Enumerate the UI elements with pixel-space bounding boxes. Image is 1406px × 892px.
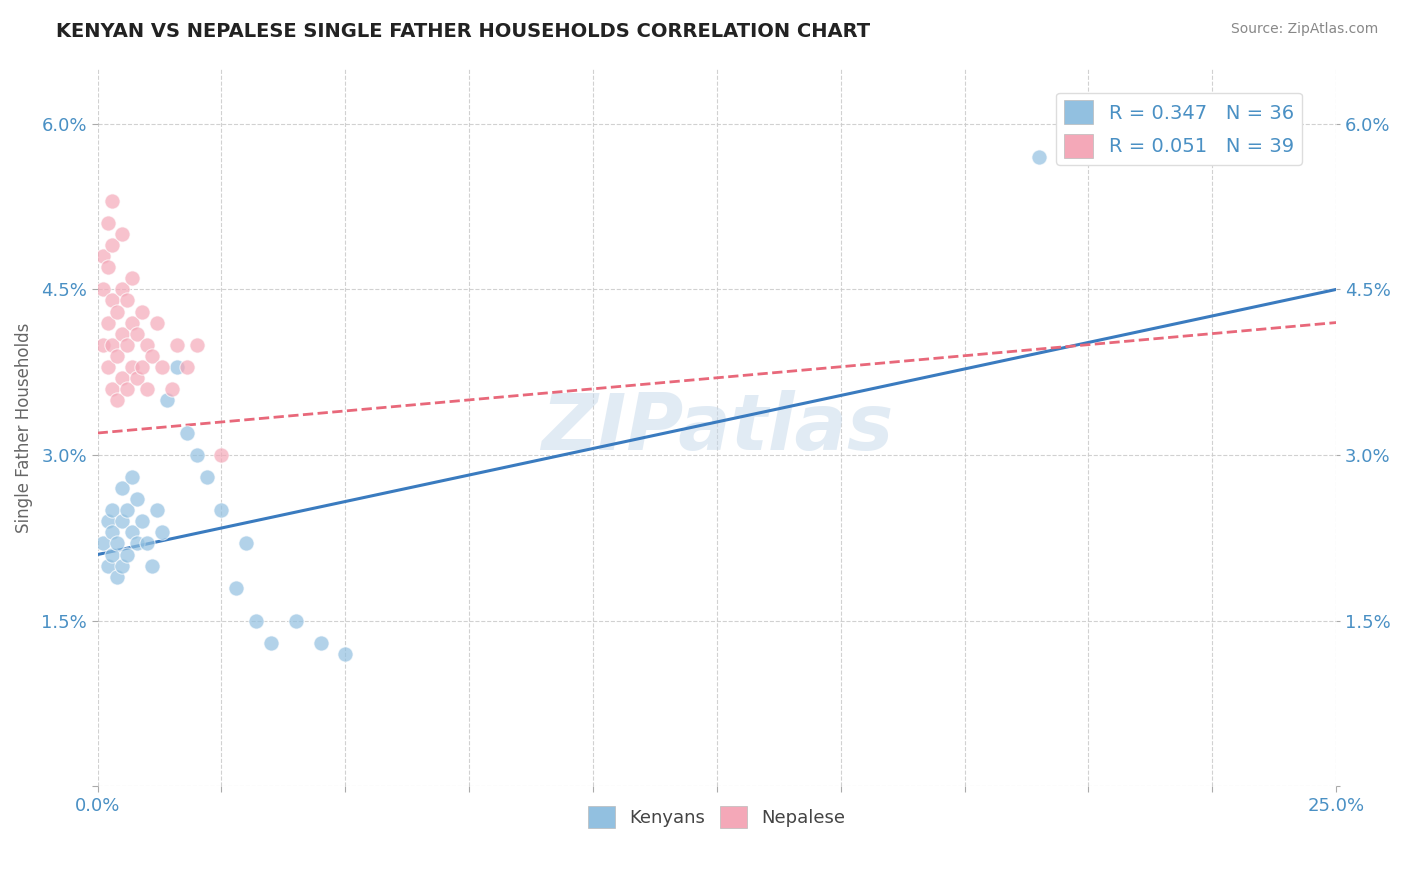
Point <box>141 349 163 363</box>
Point <box>284 614 307 628</box>
Point <box>111 371 134 385</box>
Point <box>117 503 139 517</box>
Point <box>211 448 233 462</box>
Point <box>107 536 129 550</box>
Point <box>91 337 114 351</box>
Point <box>235 536 257 550</box>
Point <box>111 558 134 573</box>
Point <box>101 503 124 517</box>
Point <box>136 337 159 351</box>
Point <box>101 382 124 396</box>
Point <box>121 316 143 330</box>
Point <box>245 614 267 628</box>
Point <box>91 282 114 296</box>
Point <box>260 636 283 650</box>
Point <box>186 448 208 462</box>
Point <box>176 425 198 440</box>
Legend: Kenyans, Nepalese: Kenyans, Nepalese <box>581 798 853 835</box>
Point <box>127 371 149 385</box>
Point <box>166 359 188 374</box>
Point <box>117 548 139 562</box>
Point <box>225 581 247 595</box>
Point <box>101 194 124 208</box>
Point <box>131 304 153 318</box>
Point <box>117 293 139 308</box>
Point <box>211 503 233 517</box>
Point <box>111 481 134 495</box>
Point <box>146 503 169 517</box>
Point <box>117 382 139 396</box>
Point <box>91 249 114 263</box>
Point <box>127 492 149 507</box>
Point <box>107 349 129 363</box>
Point <box>101 337 124 351</box>
Point <box>121 271 143 285</box>
Point <box>166 337 188 351</box>
Point <box>309 636 332 650</box>
Point <box>121 525 143 540</box>
Point <box>131 515 153 529</box>
Y-axis label: Single Father Households: Single Father Households <box>15 322 32 533</box>
Point <box>131 359 153 374</box>
Point <box>136 382 159 396</box>
Point <box>111 326 134 341</box>
Point <box>141 558 163 573</box>
Point <box>96 316 118 330</box>
Point <box>107 392 129 407</box>
Point <box>127 326 149 341</box>
Point <box>111 227 134 242</box>
Point <box>1028 150 1050 164</box>
Point <box>186 337 208 351</box>
Point <box>96 359 118 374</box>
Point <box>160 382 183 396</box>
Point <box>195 470 218 484</box>
Point <box>111 515 134 529</box>
Point <box>127 536 149 550</box>
Point <box>101 548 124 562</box>
Point <box>146 316 169 330</box>
Point <box>91 536 114 550</box>
Text: Source: ZipAtlas.com: Source: ZipAtlas.com <box>1230 22 1378 37</box>
Point <box>101 293 124 308</box>
Point <box>111 282 134 296</box>
Point <box>121 470 143 484</box>
Point <box>335 647 357 661</box>
Point <box>136 536 159 550</box>
Text: KENYAN VS NEPALESE SINGLE FATHER HOUSEHOLDS CORRELATION CHART: KENYAN VS NEPALESE SINGLE FATHER HOUSEHO… <box>56 22 870 41</box>
Point <box>117 337 139 351</box>
Point <box>96 260 118 275</box>
Point <box>96 558 118 573</box>
Point <box>107 569 129 583</box>
Point <box>150 359 173 374</box>
Point <box>96 515 118 529</box>
Point <box>101 525 124 540</box>
Point <box>96 216 118 230</box>
Point <box>150 525 173 540</box>
Point <box>156 392 179 407</box>
Point <box>121 359 143 374</box>
Point <box>176 359 198 374</box>
Text: ZIPatlas: ZIPatlas <box>541 390 893 466</box>
Point <box>107 304 129 318</box>
Point <box>101 238 124 252</box>
